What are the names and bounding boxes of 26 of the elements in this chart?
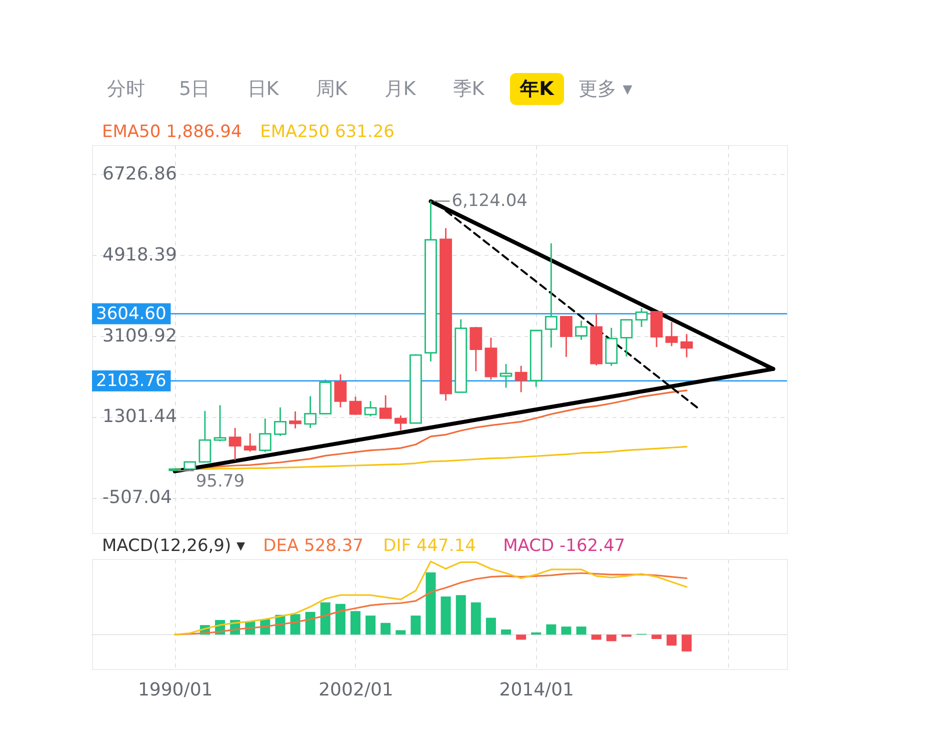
series-label: DIF 447.14	[383, 536, 476, 556]
category-label: 月K	[384, 78, 416, 100]
text: EMA50 1,886.94	[102, 122, 242, 142]
category-label: 分时	[107, 78, 145, 100]
y-tick-label: -507.04	[102, 487, 172, 508]
y-tick-label: 6726.86	[102, 164, 177, 185]
text: DEA 528.37	[263, 536, 364, 556]
x-tick-label: 2014/01	[499, 680, 574, 700]
category-label: 5日	[178, 78, 210, 100]
x-tick-label: 1990/01	[138, 680, 213, 700]
category-label: 日K	[247, 78, 280, 100]
y-tick-label: 3109.92	[102, 325, 177, 346]
category-label: 更多 ▾	[578, 78, 633, 100]
text: MACD -162.47	[503, 536, 626, 556]
annotation: 95.79	[196, 472, 245, 492]
ref-line-label: 3604.60	[96, 304, 166, 324]
y-tick-label: 1301.44	[102, 406, 177, 428]
category-label: 周K	[316, 78, 348, 100]
category-label: 年K	[519, 78, 556, 100]
ref-line-label: 2103.76	[96, 370, 166, 391]
legend-title: MACD(12,26,9) ▾	[102, 536, 246, 556]
category-label: 季K	[452, 78, 485, 100]
x-tick-label: 2002/01	[318, 680, 394, 700]
text: EMA250 631.26	[260, 122, 394, 142]
annotation: 6,124.04	[452, 191, 528, 212]
y-tick-label: 4918.39	[102, 244, 177, 266]
